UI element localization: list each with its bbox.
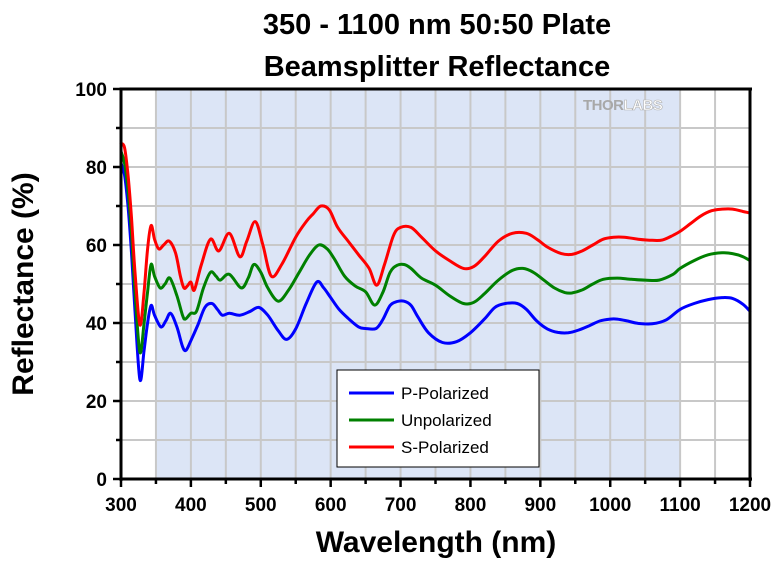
thorlabs-watermark: THORLABS [583,97,664,115]
y-axis-label: Reflectance (%) [7,172,40,395]
tick-labels: 300 400 500 600 700 800 900 1000 1100 1200 0 20 40 60… [75,80,771,516]
unpolarized-line [119,149,752,355]
x-axis-label: Wavelength (nm) [316,526,557,559]
series-lines [119,142,752,383]
legend-label-unpolarized: Unpolarized [401,411,492,430]
y-tick-label: 100 [75,80,107,101]
y-tick-label: 60 [86,236,107,257]
x-tick-label: 400 [175,495,207,516]
x-tick-label: 600 [315,495,347,516]
svg-text:THORLABS: THORLABS [583,97,663,114]
x-tick-label: 1000 [589,495,631,516]
p-polarized-line [119,161,752,383]
x-tick-label: 800 [455,495,487,516]
x-tick-label: 500 [245,495,277,516]
s-polarized-line [119,142,752,327]
y-tick-label: 20 [86,392,107,413]
chart-title-line-1: 350 - 1100 nm 50:50 Plate [263,9,611,41]
ticks [113,87,752,487]
x-tick-label: 700 [385,495,417,516]
legend-label-p-polarized: P-Polarized [401,384,489,403]
legend: P-Polarized Unpolarized S-Polarized [336,369,540,468]
watermark-thor: THOR [583,97,624,114]
watermark-labs: LABS [624,97,663,114]
legend-label-s-polarized: S-Polarized [401,438,489,457]
x-tick-label: 1200 [729,495,771,516]
x-tick-label: 300 [105,495,137,516]
y-tick-label: 0 [96,470,107,491]
y-tick-label: 40 [86,314,107,335]
chart-title-line-2: Beamsplitter Reflectance [264,51,611,83]
x-tick-label: 900 [524,495,556,516]
y-tick-label: 80 [86,158,107,179]
x-tick-label: 1100 [659,495,700,516]
